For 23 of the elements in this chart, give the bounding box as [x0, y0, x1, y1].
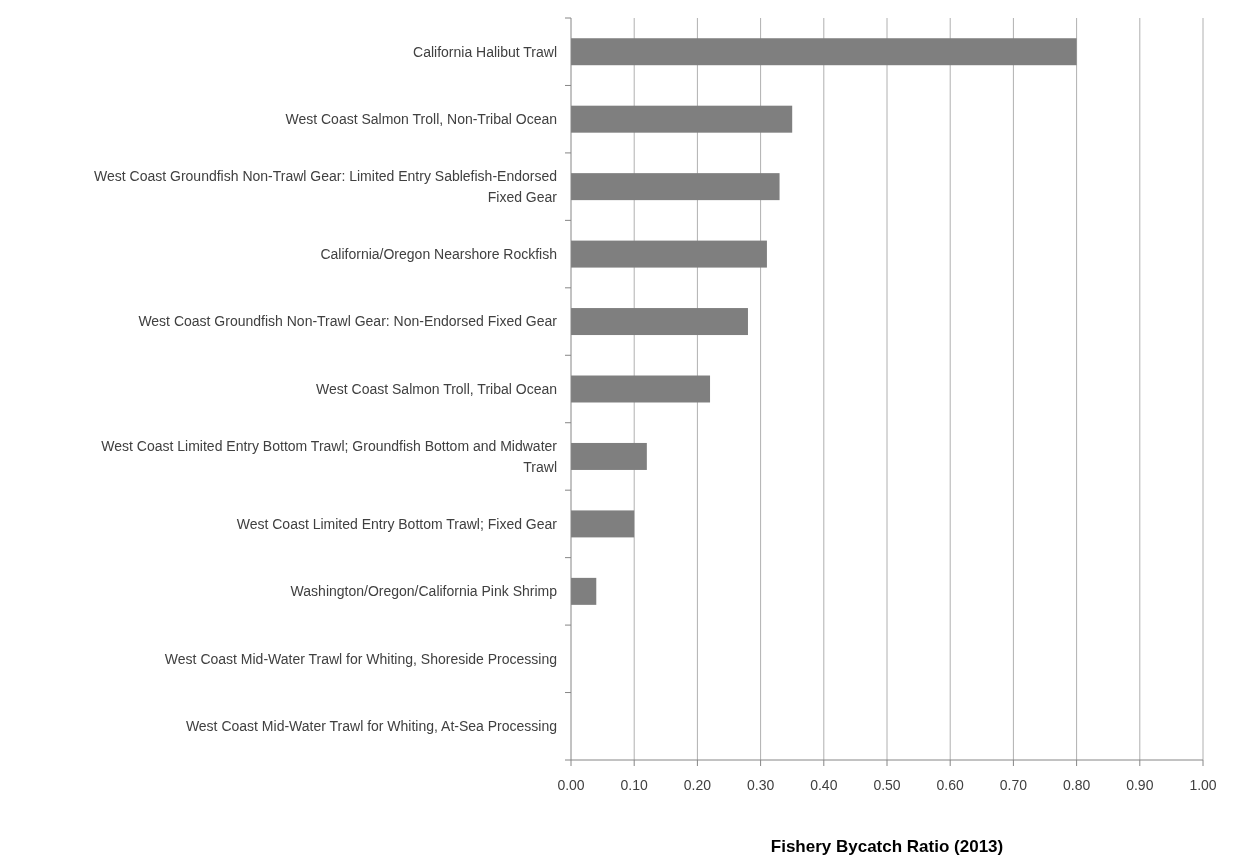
x-tick-label: 0.60	[936, 777, 965, 793]
y-tick-label: West Coast Groundfish Non-Trawl Gear: Non-Endorsed Fixed Gear	[138, 313, 558, 330]
y-tick-label: West Coast Salmon Troll, Non-Tribal Ocean	[285, 111, 557, 128]
y-tick-label: West Coast Mid-Water Trawl for Whiting, Shoreside Processing	[164, 650, 557, 667]
x-tick-label: 0.30	[746, 777, 775, 793]
x-tick-label: 0.80	[1062, 777, 1091, 793]
y-tick-label: Washington/Oregon/California Pink Shrimp	[290, 583, 558, 600]
x-tick-label: 0.70	[999, 777, 1028, 793]
y-tick-label: California Halibut Trawl	[413, 43, 557, 60]
x-tick-label: 0.90	[1126, 777, 1154, 793]
x-tick-label: 0.50	[873, 777, 901, 793]
y-tick-label: West Coast Groundfish Non-Trawl Gear: Limited Entry Sablefish-Endorsed Fixed Gear	[94, 168, 558, 205]
x-tick-label: 0.20	[683, 777, 712, 793]
x-tick-label: 0.40	[810, 777, 838, 793]
y-tick-label: West Coast Mid-Water Trawl for Whiting, At-Sea Processing	[185, 718, 557, 735]
y-tick-label: West Coast Limited Entry Bottom Trawl; Fixed Gear	[236, 515, 558, 532]
y-tick-label: West Coast Limited Entry Bottom Trawl; Groundfish Bottom and Midwater Trawl	[101, 438, 558, 475]
y-tick-label: West Coast Salmon Troll, Tribal Ocean	[316, 380, 557, 397]
x-axis-title: Fishery Bycatch Ratio (2013)	[770, 837, 1004, 856]
x-tick-label: 0.00	[557, 777, 585, 793]
x-tick-label: 0.10	[620, 777, 649, 793]
y-tick-label: California/Oregon Nearshore Rockfish	[320, 245, 557, 262]
x-tick-label: 1.00	[1189, 777, 1217, 793]
